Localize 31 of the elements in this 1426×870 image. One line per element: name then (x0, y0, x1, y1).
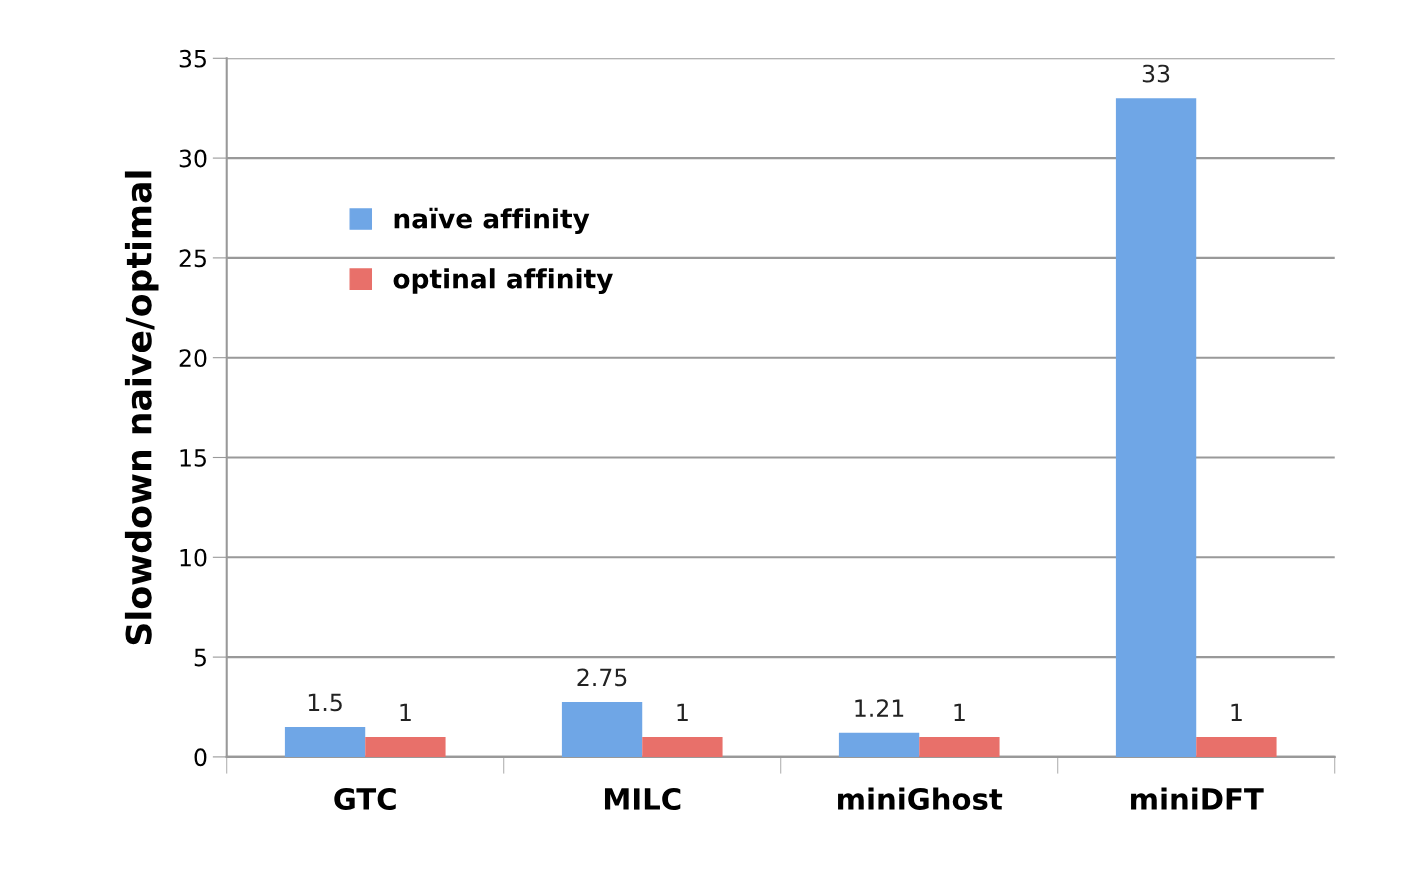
y-tick-label: 30 (179, 149, 207, 168)
data-label: 1 (1231, 703, 1242, 721)
y-tick-label: 10 (180, 548, 207, 567)
y-tick-label: 20 (179, 349, 207, 367)
legend-label: optinal affinity (393, 268, 613, 294)
data-label: 33 (1142, 64, 1170, 83)
y-tick-label: 25 (179, 249, 206, 268)
bar (838, 732, 920, 757)
y-tick-label: 15 (180, 449, 206, 467)
x-tick-label: GTC (334, 787, 396, 811)
data-label: 1.21 (855, 699, 904, 717)
data-label: 1 (954, 703, 965, 721)
bar (642, 736, 723, 757)
x-tick-label: miniGhost (838, 787, 1003, 811)
legend-label: naïve affinity (394, 207, 590, 234)
data-label: 2.75 (577, 668, 627, 687)
bar (561, 702, 643, 757)
bar (1196, 736, 1277, 757)
bar (919, 736, 1000, 757)
y-tick-label: 0 (194, 748, 207, 767)
x-tick-label: MILC (604, 787, 681, 811)
bar (284, 726, 366, 757)
y-axis-title: Slowdown naive/optimal (124, 171, 159, 645)
y-tick-label: 35 (179, 49, 206, 68)
data-label: 1 (677, 703, 688, 721)
data-label: 1.5 (308, 693, 342, 712)
bar (365, 736, 446, 757)
bar (1115, 98, 1197, 757)
y-tick-label: 5 (194, 648, 206, 667)
x-tick-label: miniDFT (1131, 787, 1264, 810)
data-label: 1 (400, 703, 411, 721)
